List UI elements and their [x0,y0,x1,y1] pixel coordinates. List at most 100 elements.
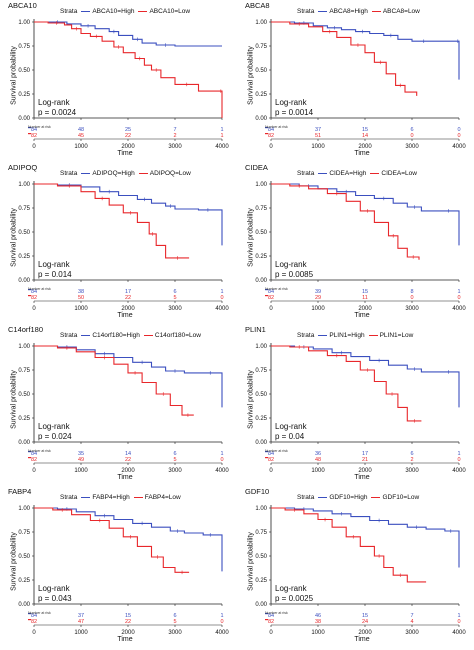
nar-high-value: 46 [315,613,321,619]
nar-low-marker [28,457,31,459]
nar-high-value: 14 [125,451,131,457]
legend-high-label: C14orf180=High [92,332,140,339]
y-tick-label: 0.25 [18,92,30,98]
km-plot: 0.000.250.500.751.0084820374710001522200… [18,505,229,636]
legend-low-swatch [133,496,143,498]
x-axis-label: Time [354,636,370,643]
nar-low-value: 29 [315,295,321,301]
nar-high-value: 48 [78,127,84,133]
y-tick-label: 1.00 [255,182,267,188]
legend-low-swatch [138,172,148,174]
nar-low-value: 0 [410,295,413,301]
logrank-label: Log-rank [275,584,307,593]
y-tick-label: 0.75 [18,44,30,50]
low-survival-curve [34,345,194,416]
nar-high-value: 0 [457,127,460,133]
low-survival-curve [271,507,427,583]
y-tick-label: 0.25 [255,254,267,260]
y-tick-label: 0.75 [255,44,267,50]
y-tick-label: 0.00 [255,602,267,608]
x-tick-label: 4000 [452,306,466,312]
nar-low-value: 0 [457,619,460,625]
nar-high-value: 7 [410,613,413,619]
number-at-risk-title: Number at risk [265,449,288,453]
x-tick-label: 1000 [311,144,325,150]
km-plot: 0.000.250.500.751.0084820364810001721200… [255,343,466,474]
km-panel: ABCA8 Strata ABCA8=High ABCA8=Low Survival p… [237,0,474,162]
nar-high-value: 1 [457,613,460,619]
nar-high-value: 37 [78,613,84,619]
x-tick-label: 1000 [74,144,88,150]
legend-high-label: GDF10=High [329,494,368,501]
legend-low-swatch [143,334,153,336]
y-tick-label: 0.25 [255,92,267,98]
nar-high-value: 6 [173,451,176,457]
y-tick-label: 1.00 [255,344,267,350]
nar-high-value: 25 [125,127,131,133]
legend: Strata GDF10=High GDF10=Low [297,494,419,501]
nar-high-value: 84 [268,451,274,457]
nar-low-value: 38 [315,619,321,625]
nar-low-value: 45 [78,133,84,139]
legend-low-swatch [368,334,378,336]
nar-low-value: 14 [362,133,368,139]
km-plot: 0.000.250.500.751.0084820385010001722200… [18,181,229,312]
nar-high-value: 1 [220,613,223,619]
y-tick-label: 0.00 [18,116,30,122]
x-axis-label: Time [117,474,133,481]
legend-high-swatch [81,496,91,498]
low-survival-curve [34,21,223,118]
nar-high-value: 15 [362,613,368,619]
y-tick-label: 0.50 [18,554,30,560]
number-at-risk-title: Number at risk [265,287,288,291]
legend-title: Strata [60,170,78,177]
legend-high-label: ABCA8=High [329,8,368,15]
legend-title: Strata [60,8,78,15]
y-tick-label: 0.25 [18,578,30,584]
legend-low-label: C14orf180=Low [154,332,201,339]
high-survival-curve [271,507,460,568]
nar-high-value: 84 [268,613,274,619]
y-tick-label: 0.75 [255,206,267,212]
logrank-text: Log-rank p = 0.0024 [38,98,76,118]
nar-high-value: 8 [410,289,413,295]
x-tick-label: 3000 [405,306,419,312]
nar-low-value: 2 [410,457,413,463]
nar-low-value: 51 [315,133,321,139]
nar-high-value: 39 [315,289,321,295]
nar-high-marker [28,451,31,453]
legend-low-swatch [370,172,380,174]
low-survival-curve [34,183,190,259]
x-tick-label: 4000 [215,306,229,312]
p-value: p = 0.0014 [275,108,314,117]
legend-high-label: PLIN1=High [329,332,365,339]
x-tick-label: 3000 [168,630,182,636]
nar-high-value: 84 [268,289,274,295]
logrank-label: Log-rank [275,260,307,269]
y-tick-label: 0.50 [255,68,267,74]
nar-high-marker [28,289,31,291]
x-tick-label: 3000 [405,144,419,150]
nar-low-value: 22 [125,457,131,463]
legend-high-swatch [318,334,328,336]
legend-low-label: ADIPOQ=Low [149,170,191,177]
panel-title: CIDEA [245,163,268,172]
nar-low-value: 0 [410,133,413,139]
y-tick-label: 0.75 [18,368,30,374]
x-tick-label: 3000 [168,306,182,312]
y-tick-label: 0.25 [255,416,267,422]
x-axis-label: Time [117,636,133,643]
x-axis-label: Time [117,312,133,319]
x-tick-label: 0 [32,144,36,150]
y-tick-label: 0.00 [255,278,267,284]
nar-low-value: 5 [173,619,176,625]
legend-low-label: CIDEA=Low [381,170,417,177]
nar-high-value: 15 [362,127,368,133]
nar-low-value: 11 [362,295,368,301]
nar-low-marker [265,295,268,297]
logrank-text: Log-rank p = 0.014 [38,260,72,280]
nar-high-value: 38 [78,289,84,295]
high-survival-curve [271,183,460,246]
